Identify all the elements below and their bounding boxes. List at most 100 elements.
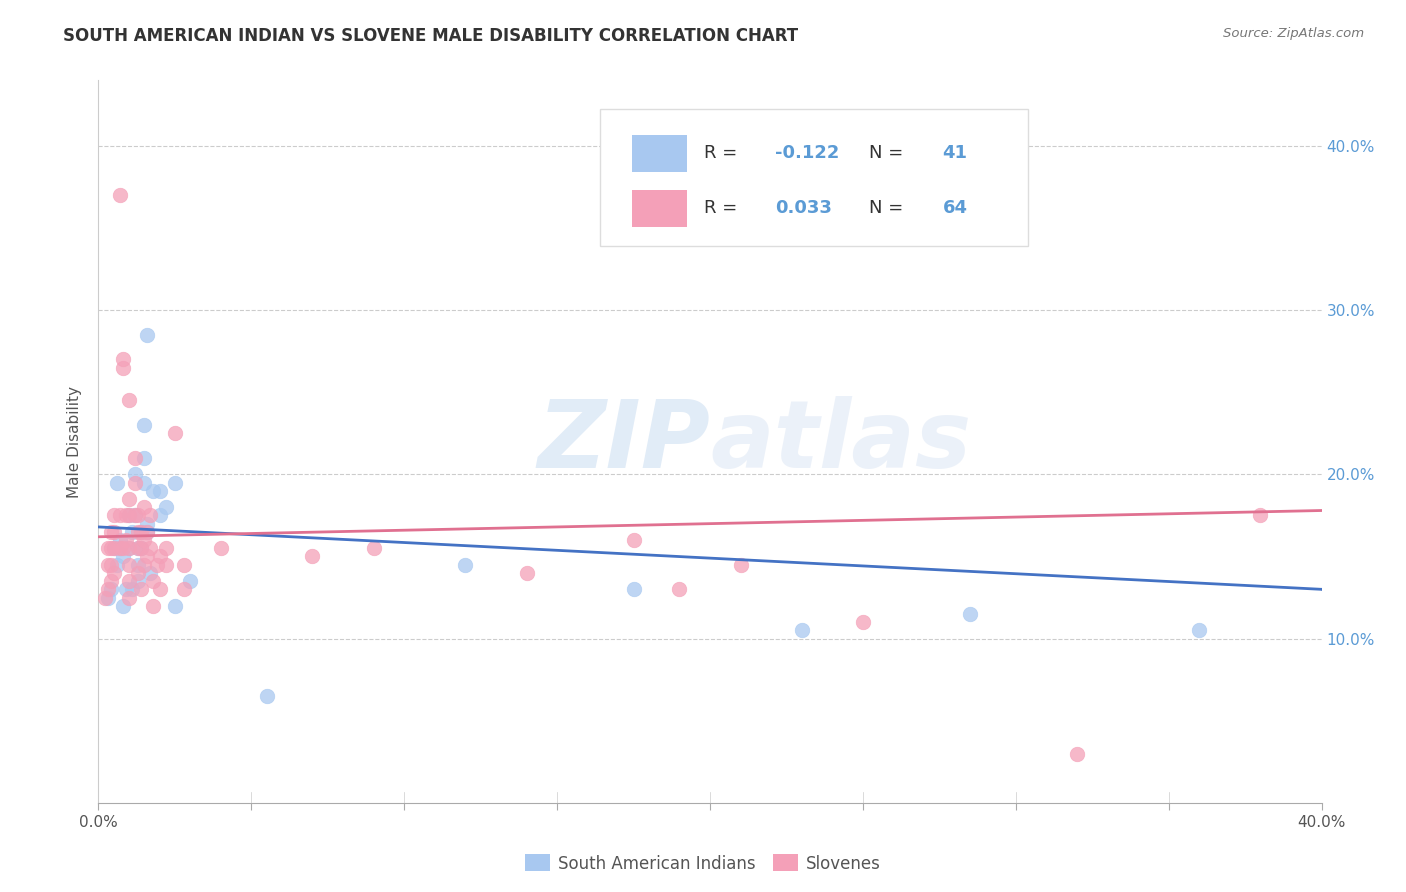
Point	[623, 533, 645, 547]
Point	[134, 450, 156, 465]
Point	[100, 558, 122, 572]
Point	[155, 500, 177, 515]
Point	[142, 483, 165, 498]
Point	[97, 558, 120, 572]
Point	[100, 574, 122, 588]
Text: -0.122: -0.122	[775, 144, 839, 161]
Point	[111, 352, 134, 367]
Point	[139, 566, 162, 580]
Point	[1066, 747, 1088, 761]
Point	[115, 508, 138, 523]
Y-axis label: Male Disability: Male Disability	[67, 385, 83, 498]
Text: ZIP: ZIP	[537, 395, 710, 488]
Text: atlas: atlas	[710, 395, 972, 488]
FancyBboxPatch shape	[600, 109, 1028, 246]
Point	[127, 574, 149, 588]
Point	[124, 450, 146, 465]
Point	[139, 541, 162, 556]
Point	[103, 508, 125, 523]
Point	[127, 541, 149, 556]
Point	[155, 558, 177, 572]
Point	[179, 574, 201, 588]
Text: 64: 64	[942, 199, 967, 217]
Point	[105, 558, 128, 572]
Point	[134, 500, 156, 515]
Point	[124, 467, 146, 482]
Point	[129, 541, 152, 556]
Text: N =: N =	[869, 144, 910, 161]
Point	[115, 582, 138, 597]
Point	[256, 689, 278, 703]
Point	[139, 508, 162, 523]
Point	[108, 533, 131, 547]
Point	[93, 591, 115, 605]
Point	[111, 541, 134, 556]
Point	[136, 327, 159, 342]
Point	[163, 475, 186, 490]
Point	[127, 524, 149, 539]
Point	[1188, 624, 1211, 638]
Point	[149, 483, 172, 498]
Point	[118, 558, 141, 572]
Point	[124, 475, 146, 490]
Point	[790, 624, 813, 638]
Point	[121, 582, 143, 597]
Point	[173, 558, 195, 572]
Point	[103, 566, 125, 580]
Point	[118, 541, 141, 556]
Point	[118, 591, 141, 605]
Point	[129, 582, 152, 597]
Point	[108, 541, 131, 556]
Point	[108, 188, 131, 202]
Point	[127, 508, 149, 523]
Point	[118, 491, 141, 506]
Point	[1249, 508, 1271, 523]
Point	[129, 541, 152, 556]
Point	[118, 508, 141, 523]
Point	[730, 558, 752, 572]
Text: 0.033: 0.033	[775, 199, 832, 217]
Text: R =: R =	[704, 199, 742, 217]
Bar	[631, 190, 686, 227]
Point	[100, 582, 122, 597]
Point	[136, 516, 159, 531]
Point	[142, 599, 165, 613]
Point	[149, 582, 172, 597]
Point	[155, 541, 177, 556]
Text: 41: 41	[942, 144, 967, 161]
Point	[118, 508, 141, 523]
Point	[127, 566, 149, 580]
Point	[149, 508, 172, 523]
Text: N =: N =	[869, 199, 910, 217]
Point	[163, 426, 186, 441]
Point	[134, 418, 156, 433]
Point	[129, 524, 152, 539]
Point	[149, 549, 172, 564]
Legend: South American Indians, Slovenes: South American Indians, Slovenes	[519, 847, 887, 880]
Point	[163, 599, 186, 613]
Point	[852, 615, 875, 630]
Point	[111, 360, 134, 375]
Point	[118, 393, 141, 408]
Point	[111, 599, 134, 613]
Point	[100, 541, 122, 556]
Point	[136, 524, 159, 539]
Point	[111, 549, 134, 564]
Point	[118, 574, 141, 588]
Text: R =: R =	[704, 144, 742, 161]
Point	[129, 524, 152, 539]
Point	[454, 558, 477, 572]
Point	[108, 541, 131, 556]
Point	[124, 508, 146, 523]
Point	[134, 475, 156, 490]
Point	[127, 558, 149, 572]
Point	[209, 541, 232, 556]
Text: SOUTH AMERICAN INDIAN VS SLOVENE MALE DISABILITY CORRELATION CHART: SOUTH AMERICAN INDIAN VS SLOVENE MALE DI…	[63, 27, 799, 45]
Point	[134, 533, 156, 547]
Text: Source: ZipAtlas.com: Source: ZipAtlas.com	[1223, 27, 1364, 40]
Point	[108, 508, 131, 523]
Point	[97, 591, 120, 605]
Point	[124, 508, 146, 523]
Point	[668, 582, 690, 597]
Point	[103, 524, 125, 539]
